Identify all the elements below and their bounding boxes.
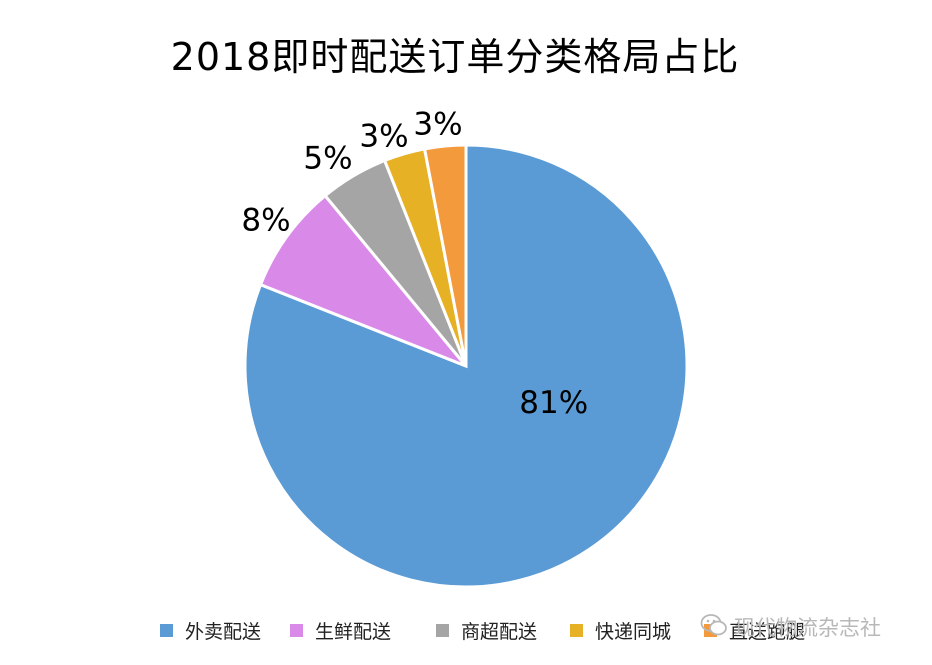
legend-swatch — [160, 623, 173, 637]
legend-item: 生鲜配送 — [290, 617, 391, 643]
pie-slice — [258, 193, 468, 368]
legend-item: 外卖配送 — [160, 617, 261, 643]
data-label: 3% — [359, 119, 408, 155]
legend-label: 直送跑腿 — [729, 620, 806, 643]
legend-label: 商超配送 — [461, 620, 538, 643]
data-label: 3% — [413, 107, 462, 143]
wechat-icon — [700, 613, 728, 642]
legend-swatch — [436, 623, 449, 637]
legend-label: 外卖配送 — [185, 620, 262, 643]
chart-title: 2018即时配送订单分类格局占比 — [170, 35, 740, 79]
legend-label: 快递同城 — [595, 620, 672, 643]
data-label: 81% — [519, 385, 588, 421]
data-label: 5% — [303, 141, 352, 177]
legend-label: 生鲜配送 — [315, 620, 392, 643]
pie-slice — [422, 143, 468, 367]
legend-swatch — [570, 623, 583, 637]
watermark: 现代物流杂志社 — [700, 612, 881, 642]
watermark-text: 现代物流杂志社 — [734, 616, 881, 640]
legend-item: 商超配送 — [436, 617, 537, 643]
legend-swatch — [290, 623, 303, 637]
legend-item: 快递同城 — [570, 617, 671, 643]
data-label: 8% — [241, 203, 290, 239]
